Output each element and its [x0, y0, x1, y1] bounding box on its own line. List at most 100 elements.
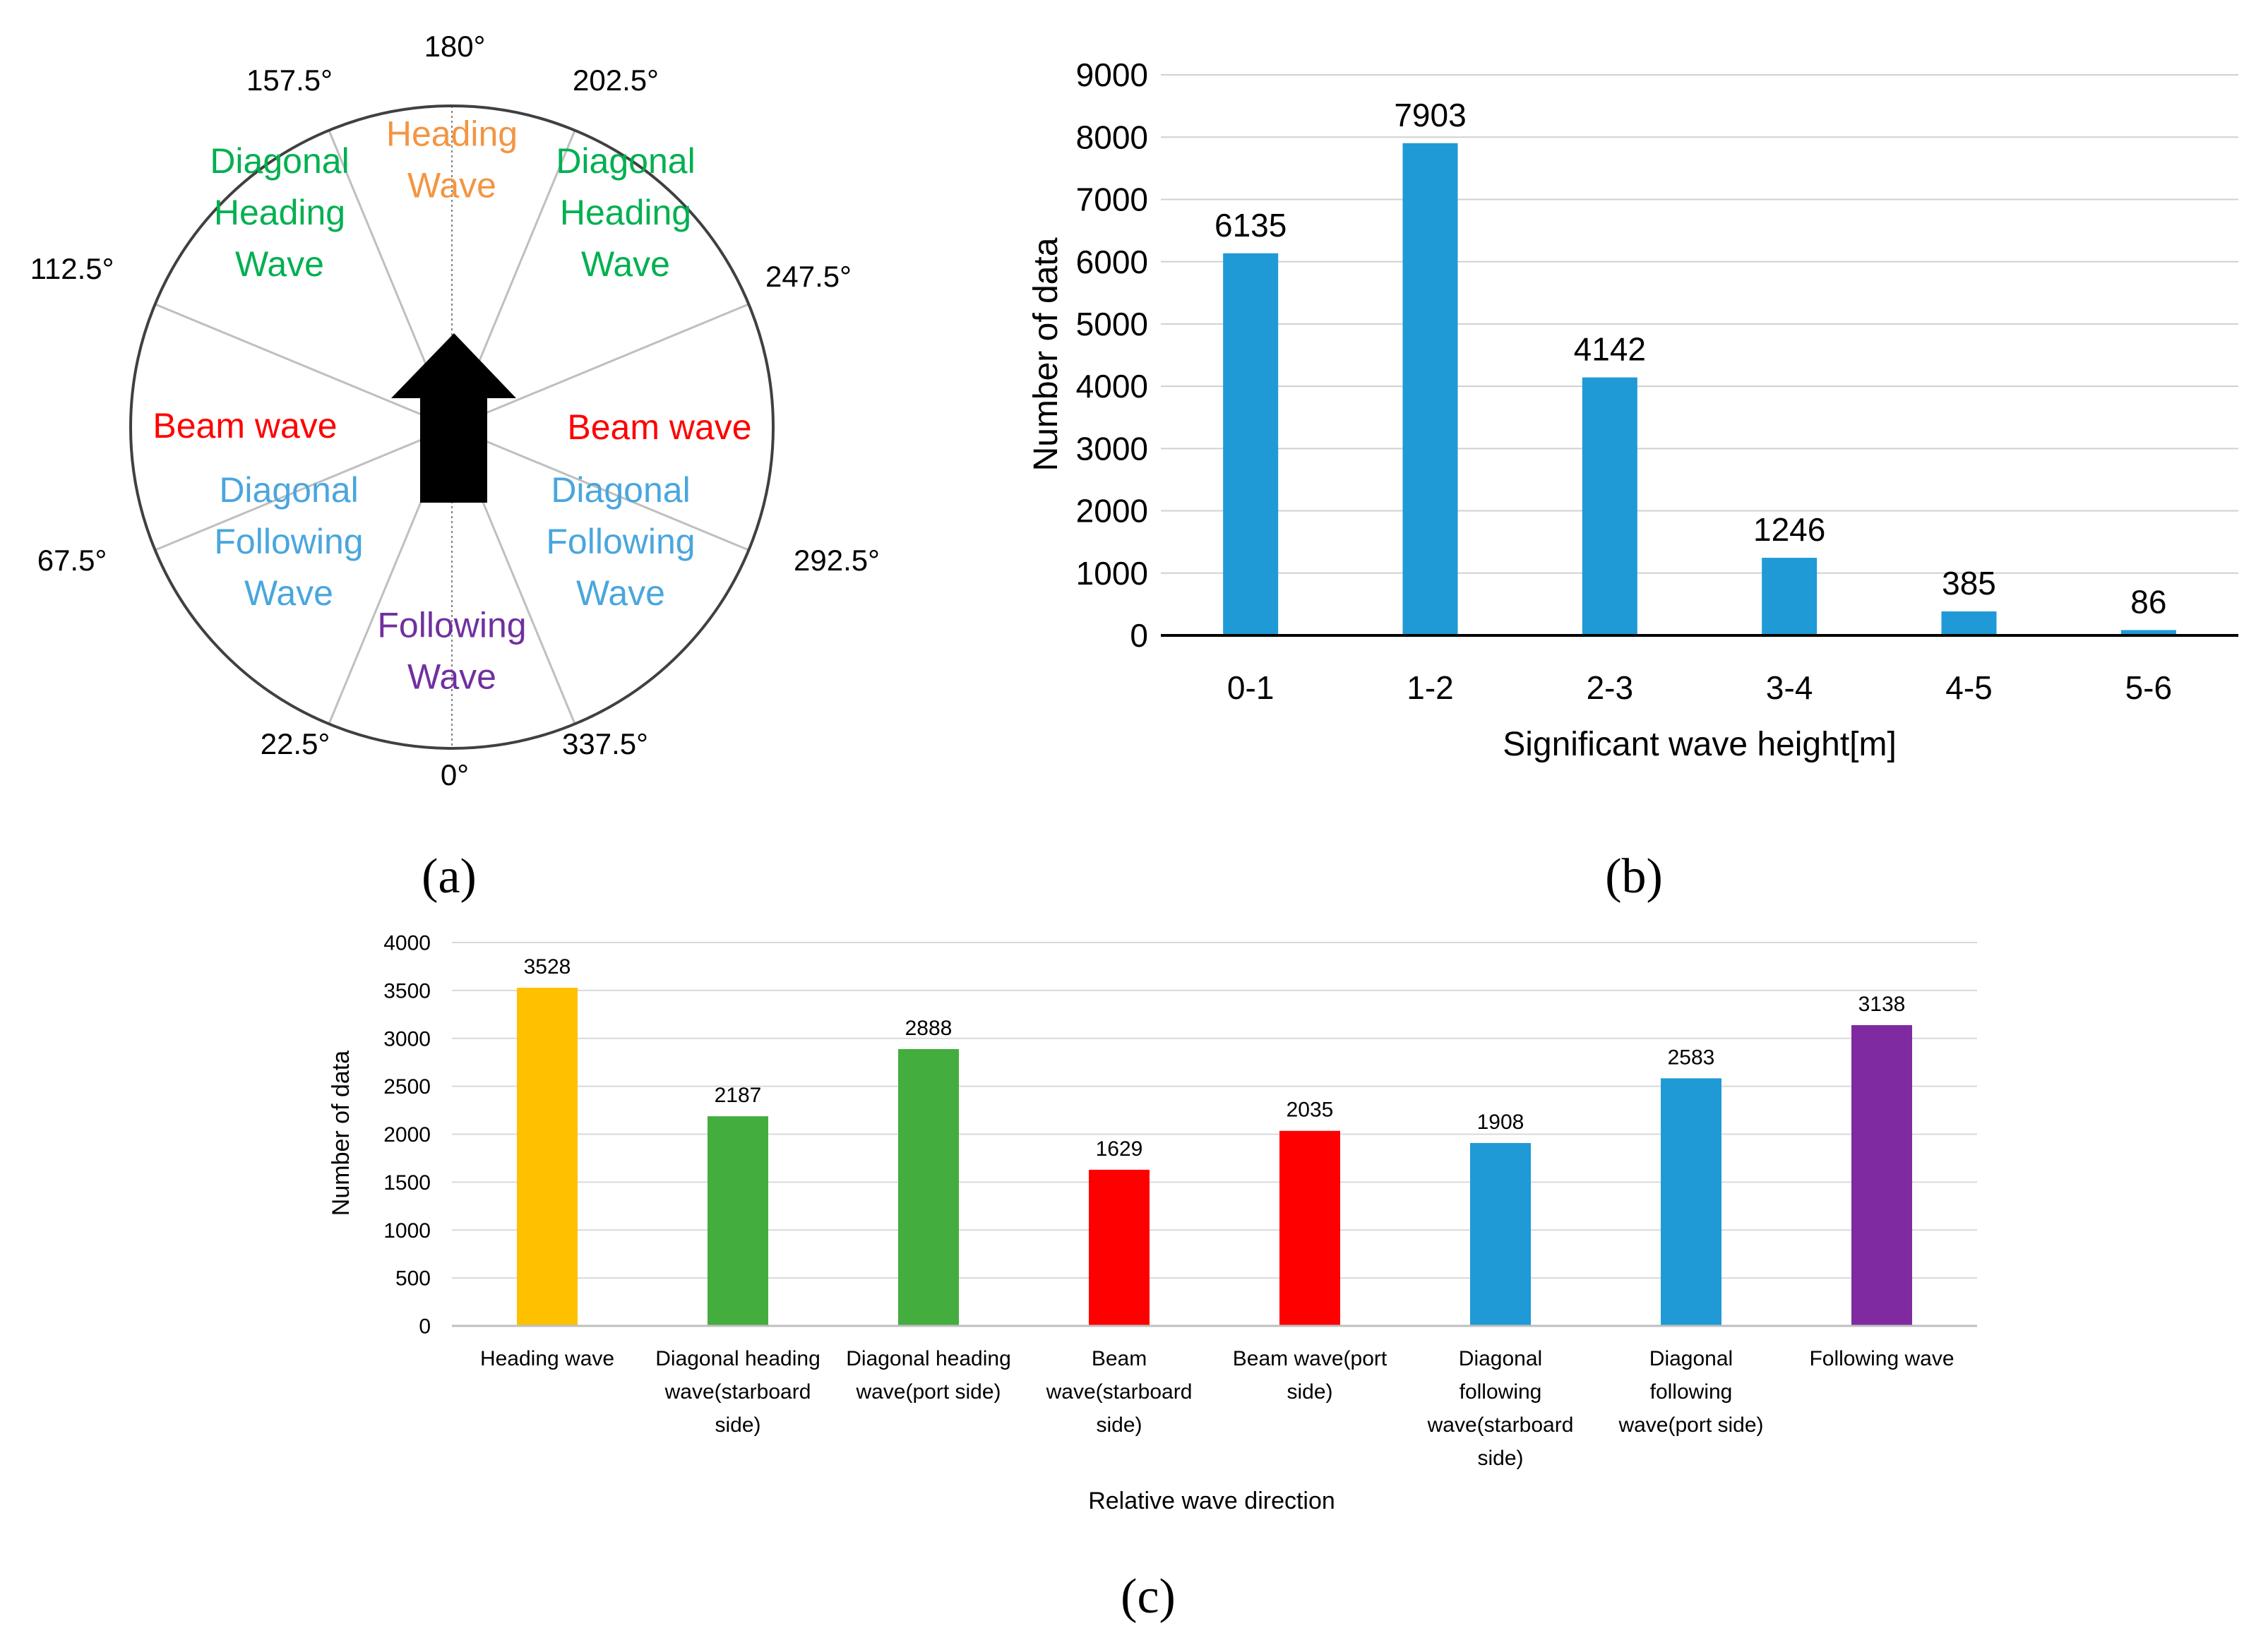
y-tick-label: 2000 [1076, 493, 1148, 530]
x-tick-label: following [1650, 1380, 1733, 1404]
sector-label: Heading [386, 114, 518, 154]
wave-direction-bar-chart: 0 500 1000 1500 2000 2500 3000 3500 4000 3528 Head… [328, 932, 1977, 1514]
sector-label: Diagonal [210, 141, 349, 181]
data-label: 385 [1942, 565, 1996, 602]
wave-height-bar-chart: 0 1000 2000 3000 4000 5000 6000 7000 8000 9000 613… [1027, 56, 2238, 763]
sector-line [451, 303, 749, 429]
x-tick-label: 2-3 [1587, 669, 1633, 706]
wave-direction-diagram: 180° 202.5° 247.5° 292.5° 337.5° 0° 22.5° 67.5°… [30, 30, 880, 791]
x-tick-label: wave(port side) [1618, 1413, 1763, 1437]
bar [1223, 253, 1279, 635]
data-label: 86 [2130, 583, 2166, 620]
data-label: 3138 [1858, 993, 1906, 1016]
x-tick-label: Diagonal heading [846, 1347, 1011, 1370]
y-tick-label: 500 [395, 1267, 431, 1291]
x-tick-label: Diagonal [1459, 1347, 1542, 1370]
y-axis-title: Number of data [1027, 237, 1065, 471]
sector-label: Following [546, 522, 695, 561]
bar [708, 1116, 768, 1326]
sector-label: Diagonal [219, 470, 358, 510]
panel-c-label: (c) [1121, 1569, 1176, 1624]
data-label: 3528 [524, 955, 571, 979]
angle-label: 337.5° [562, 727, 648, 760]
x-tick-label: wave(starboard [664, 1380, 811, 1404]
bar [2120, 630, 2176, 635]
x-axis-title: Relative wave direction [1088, 1488, 1335, 1514]
x-tick-label: Diagonal heading [655, 1347, 820, 1370]
y-tick-label: 5000 [1076, 306, 1148, 342]
sector-line [451, 426, 749, 551]
bar [1661, 1078, 1721, 1326]
sector-label: Heading [214, 193, 345, 232]
angle-label: 22.5° [261, 727, 330, 760]
direction-circle [129, 104, 775, 750]
bar [1762, 558, 1818, 635]
bar [1941, 611, 1997, 635]
sector-label: Following [377, 606, 526, 645]
sector-label: Wave [581, 244, 670, 284]
data-label: 1908 [1477, 1111, 1524, 1134]
panel-a-label: (a) [422, 849, 477, 904]
x-tick-label: wave(port side) [855, 1380, 1001, 1404]
x-tick-label: 4-5 [1945, 669, 1992, 706]
data-label: 2187 [715, 1084, 762, 1107]
bar [898, 1048, 959, 1326]
bar [517, 988, 578, 1326]
y-tick-label: 3000 [1076, 430, 1148, 467]
angle-label: 112.5° [30, 252, 114, 285]
x-tick-label: Beam wave(port [1233, 1347, 1387, 1370]
ship-heading-arrow-icon [391, 333, 516, 503]
y-tick-label: 4000 [1076, 368, 1148, 405]
sector-label: Following [214, 522, 363, 561]
x-tick-label: Beam [1092, 1347, 1147, 1370]
data-label: 6135 [1214, 207, 1287, 244]
x-tick-label: side) [1287, 1380, 1332, 1404]
y-tick-label: 0 [1130, 617, 1148, 654]
sector-label: Beam wave [567, 407, 751, 447]
sector-label: Beam wave [153, 406, 337, 445]
x-tick-label: side) [1477, 1447, 1523, 1470]
y-tick-label: 7000 [1076, 181, 1148, 218]
angle-label: 67.5° [37, 544, 107, 577]
bar [1089, 1169, 1150, 1326]
y-tick-label: 4000 [383, 932, 431, 955]
y-tick-label: 9000 [1076, 56, 1148, 93]
sector-line [155, 426, 453, 551]
sector-label: Wave [235, 244, 324, 284]
sector-label: Wave [407, 166, 496, 205]
bar [1279, 1130, 1340, 1326]
y-tick-label: 2500 [383, 1075, 431, 1099]
angle-label: 202.5° [573, 64, 659, 97]
data-label: 4142 [1574, 331, 1646, 368]
data-label: 2035 [1287, 1099, 1334, 1122]
bar [1851, 1025, 1912, 1326]
x-tick-label: wave(starboard [1046, 1380, 1193, 1404]
x-tick-label: following [1460, 1380, 1542, 1404]
bar [1402, 143, 1458, 635]
x-axis-title: Significant wave height[m] [1503, 726, 1897, 763]
x-tick-label: Following wave [1809, 1347, 1954, 1370]
y-tick-label: 2000 [383, 1123, 431, 1147]
data-label: 7903 [1394, 97, 1466, 133]
data-label: 1629 [1096, 1137, 1143, 1161]
x-tick-label: Diagonal [1649, 1347, 1733, 1370]
angle-label: 0° [441, 758, 469, 791]
y-tick-label: 6000 [1076, 244, 1148, 280]
x-tick-label: Heading wave [480, 1347, 614, 1370]
angle-label: 292.5° [794, 544, 880, 577]
sector-label: Diagonal [551, 470, 690, 510]
x-tick-label: 0-1 [1227, 669, 1274, 706]
x-tick-label: 5-6 [2125, 669, 2172, 706]
panel-b-label: (b) [1605, 849, 1663, 904]
angle-label: 180° [424, 30, 486, 63]
y-tick-label: 0 [419, 1315, 431, 1339]
y-tick-label: 3500 [383, 979, 431, 1003]
sector-label: Heading [560, 193, 691, 232]
y-tick-label: 1500 [383, 1171, 431, 1195]
y-tick-label: 8000 [1076, 119, 1148, 155]
sector-line [155, 303, 453, 429]
y-tick-label: 3000 [383, 1027, 431, 1051]
bar [1470, 1142, 1531, 1326]
sector-label: Diagonal [556, 141, 695, 181]
